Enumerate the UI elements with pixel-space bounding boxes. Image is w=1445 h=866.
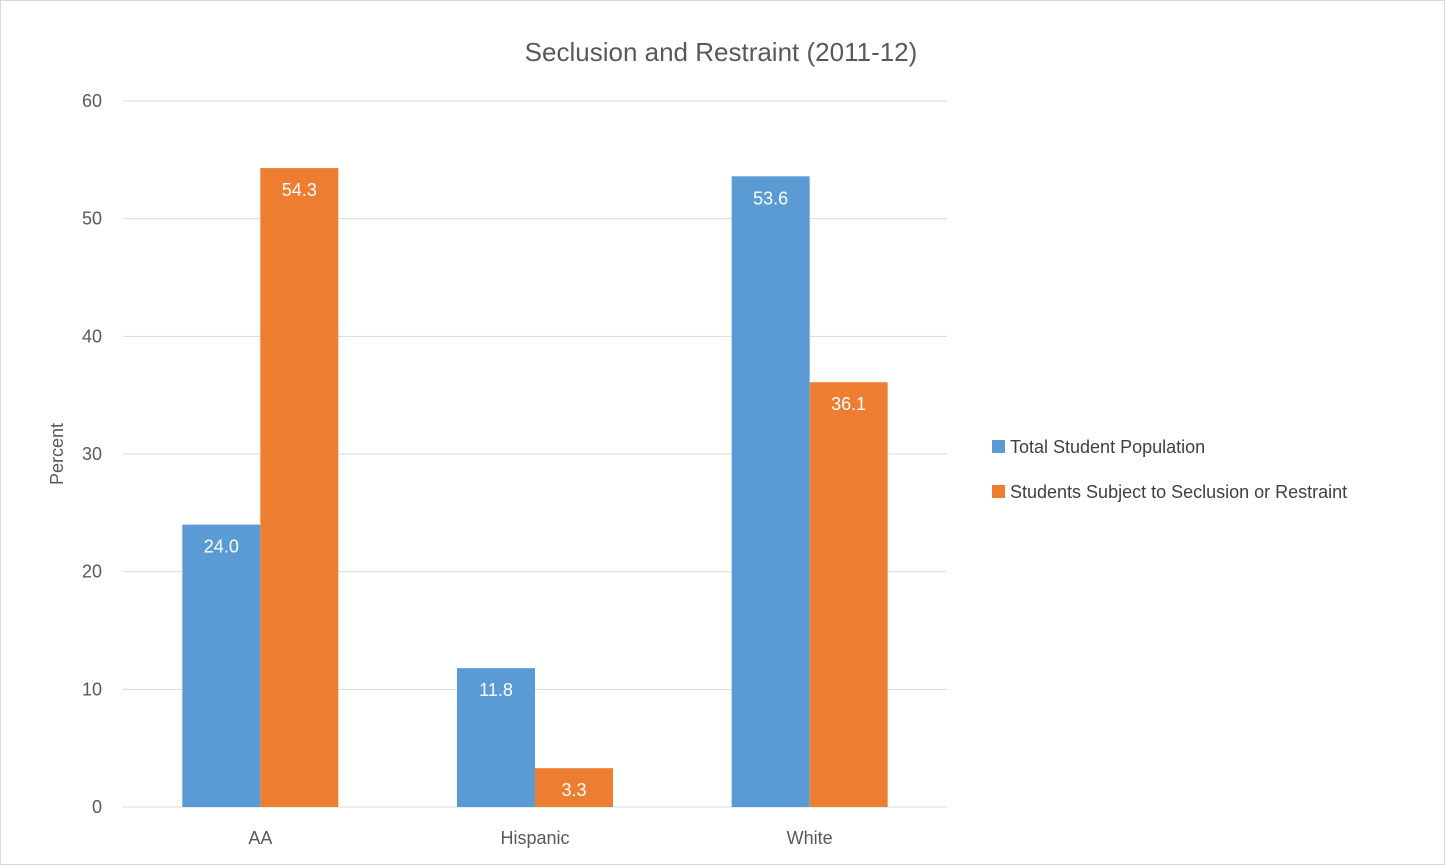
- legend-swatch: [992, 485, 1005, 498]
- x-axis-ticks: AA Hispanic White: [248, 828, 832, 848]
- data-label: 54.3: [282, 180, 317, 200]
- x-tick-label: AA: [248, 828, 272, 848]
- y-tick-label: 0: [92, 797, 102, 817]
- y-axis-ticks: 0 10 20 30 40 50 60: [82, 91, 102, 817]
- data-label: 24.0: [204, 537, 239, 557]
- data-label: 11.8: [479, 680, 513, 700]
- bar-aa-series-0: [182, 524, 261, 807]
- y-tick-label: 50: [82, 209, 102, 229]
- y-tick-label: 60: [82, 91, 102, 111]
- y-tick-label: 10: [82, 679, 102, 699]
- bar-aa-series-1: [260, 168, 339, 807]
- legend-label: Students Subject to Seclusion or Restrai…: [1010, 482, 1347, 502]
- bar-white-series-0: [731, 176, 810, 808]
- legend-label: Total Student Population: [1010, 437, 1205, 457]
- y-tick-label: 40: [82, 326, 102, 346]
- y-tick-label: 20: [82, 562, 102, 582]
- legend: Total Student Population Students Subject…: [992, 437, 1347, 502]
- y-tick-label: 30: [82, 444, 102, 464]
- data-label: 3.3: [561, 780, 586, 800]
- bar-hispanic-series-0: [457, 668, 535, 807]
- bar-white-series-1: [809, 382, 888, 807]
- y-axis-title: Percent: [47, 423, 67, 485]
- chart-title: Seclusion and Restraint (2011-12): [525, 37, 918, 67]
- bars: [182, 168, 888, 808]
- bar-hispanic-series-1: [535, 768, 613, 807]
- data-labels: 24.0 54.3 11.8 3.3 53.6 36.1: [204, 180, 866, 800]
- data-label: 53.6: [753, 188, 788, 208]
- x-tick-label: Hispanic: [500, 828, 569, 848]
- data-label: 36.1: [831, 394, 866, 414]
- legend-swatch: [992, 440, 1005, 453]
- x-tick-label: White: [787, 828, 833, 848]
